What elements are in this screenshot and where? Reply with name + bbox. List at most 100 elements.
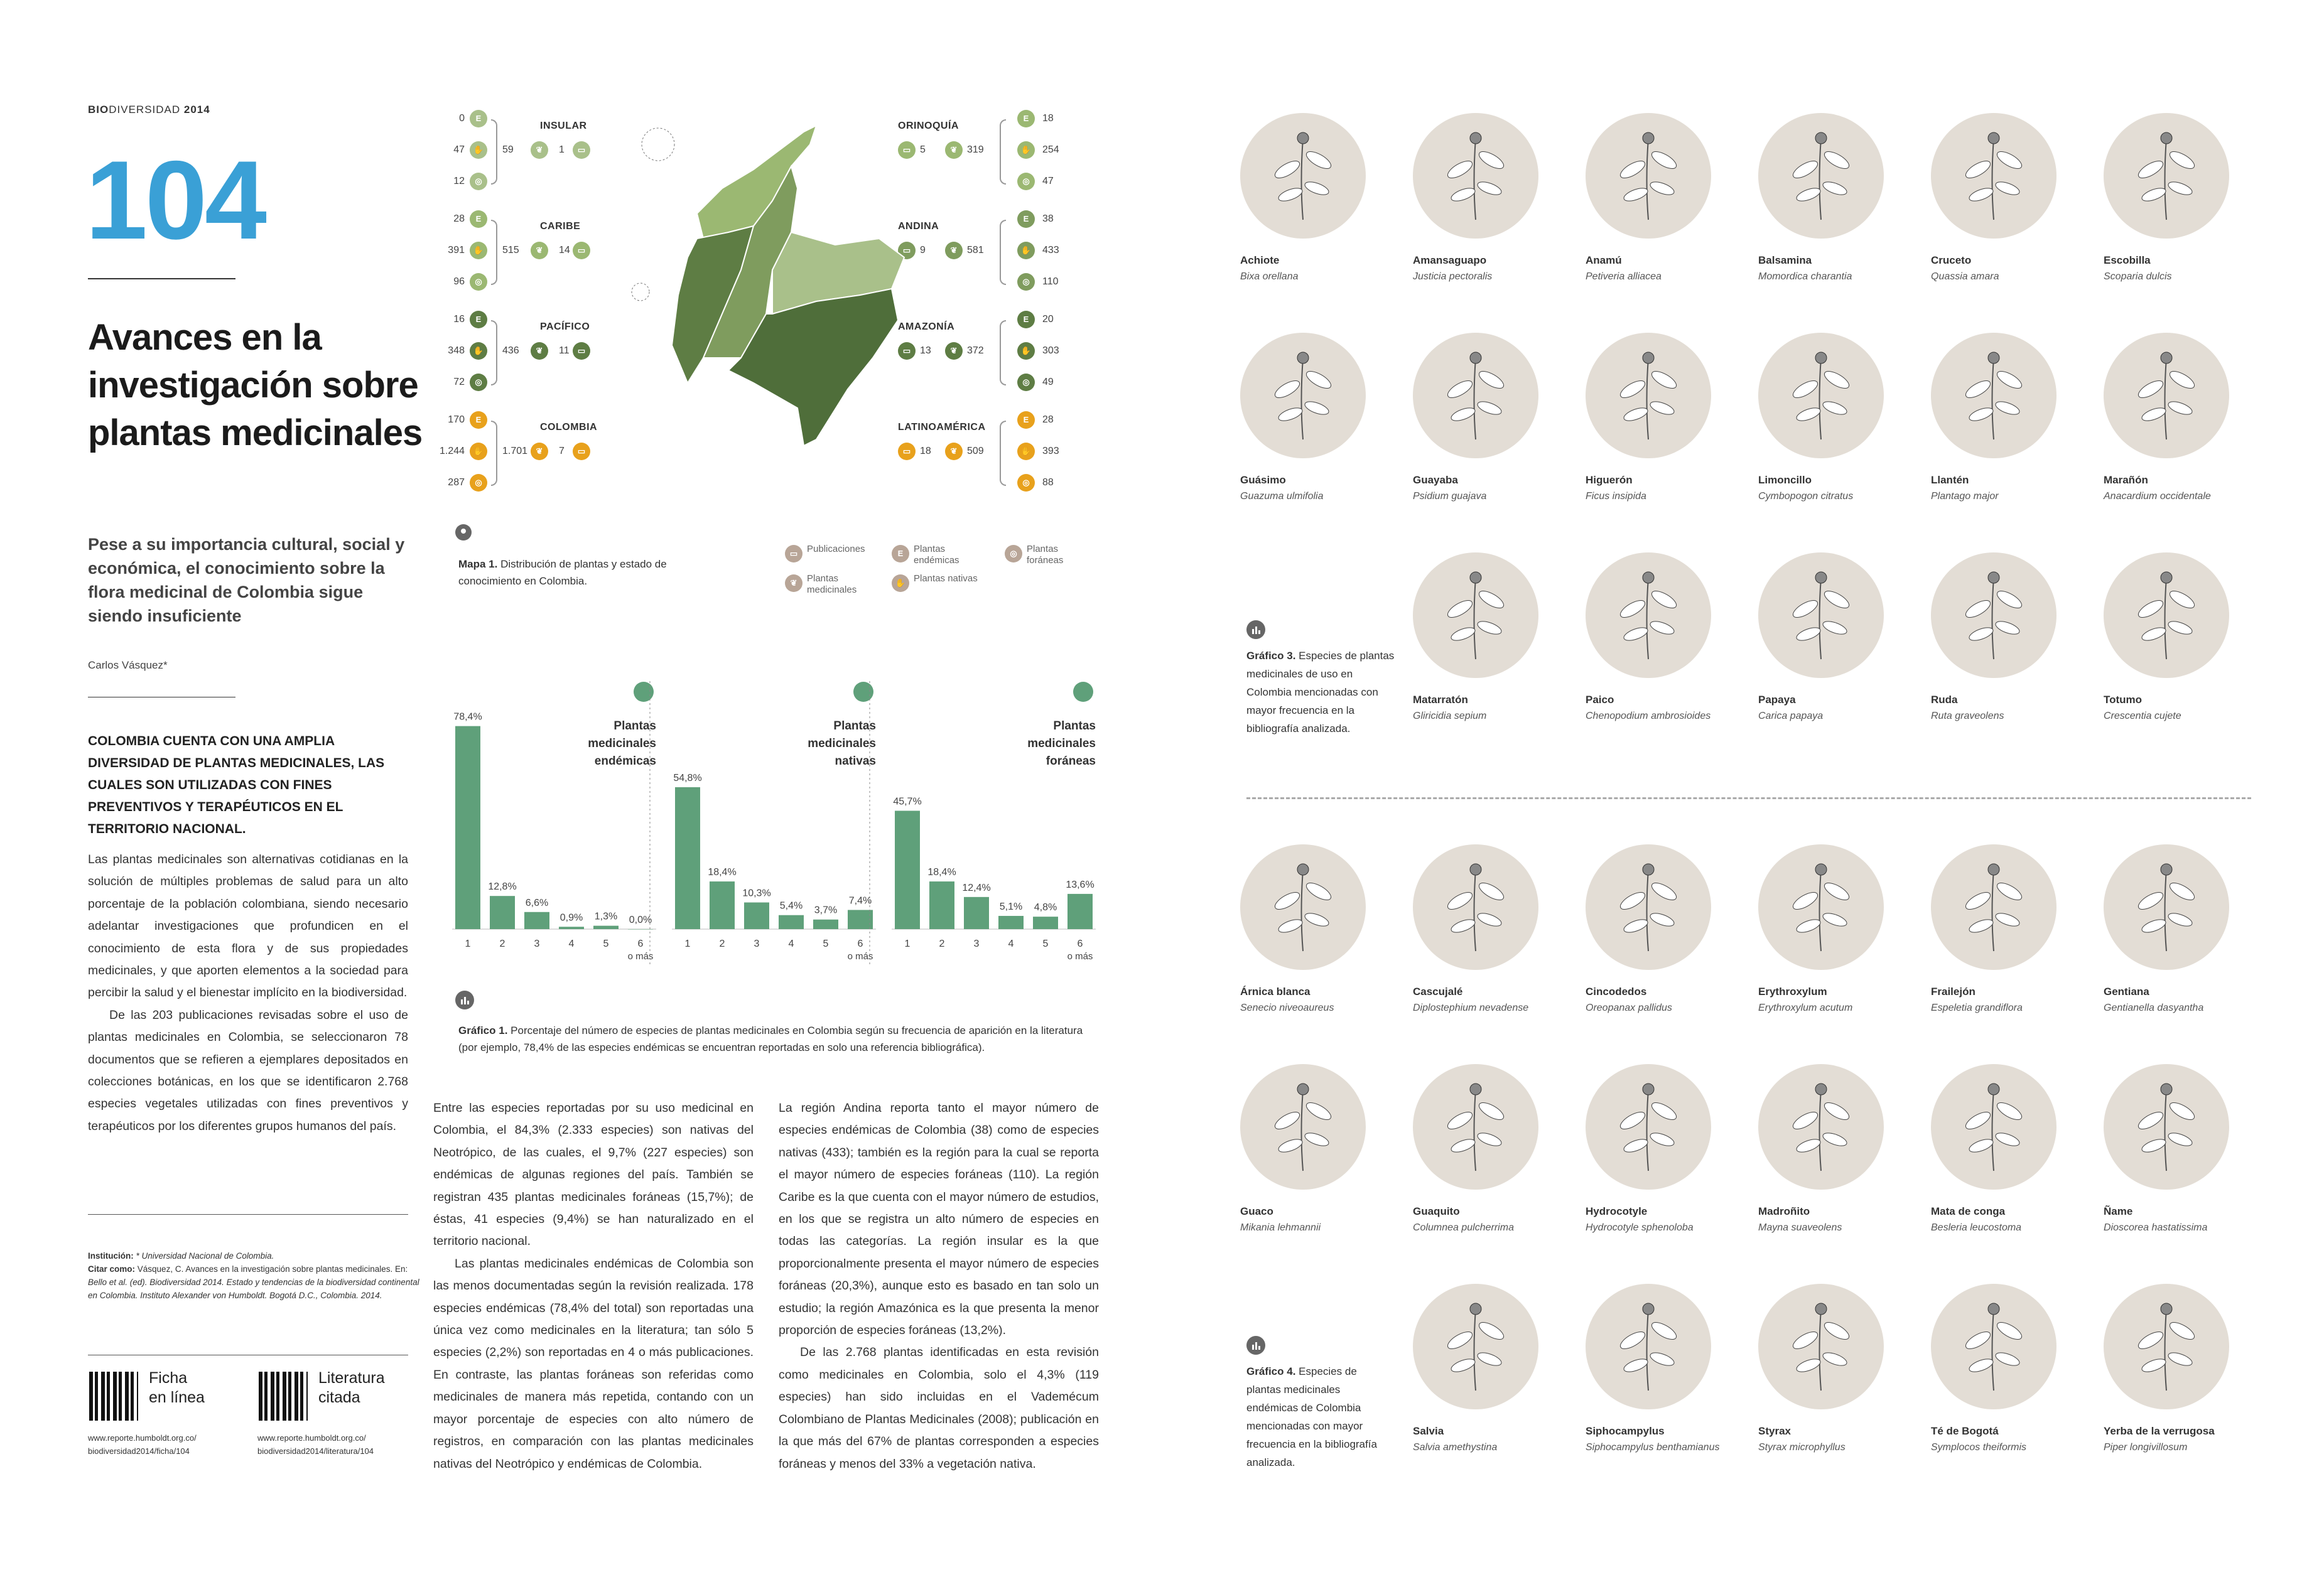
plant-scientific-name: Crescentia cujete <box>2104 711 2181 721</box>
plant-illustration <box>1931 552 2056 678</box>
paragraph: Las plantas medicinales endémicas de Col… <box>433 1256 754 1471</box>
plant-illustration <box>1586 552 1711 678</box>
plant-illustration <box>1240 113 1366 239</box>
qr-code-ficha[interactable] <box>89 1372 138 1421</box>
stat-publications: 14 <box>559 245 570 256</box>
plant-drawing <box>1792 1083 1850 1171</box>
stat-endemic: 16 <box>453 314 465 325</box>
map-caption: Mapa 1. Distribución de plantas y estado… <box>458 558 667 587</box>
plant-scientific-name: Symplocos theiformis <box>1931 1442 2027 1453</box>
tick-label: 4 <box>789 939 794 949</box>
stat-native: 391 <box>448 245 465 256</box>
body-column-2: Entre las especies reportadas por su uso… <box>433 1097 754 1475</box>
plant-illustration <box>2104 552 2229 678</box>
stat-medicinal: 515 <box>502 245 519 256</box>
book-icon: ▭ <box>898 342 916 360</box>
legend-label: Publicaciones <box>807 544 865 554</box>
bar <box>895 810 920 929</box>
plant-illustration <box>1240 1064 1366 1190</box>
plant-scientific-name: Espeletia grandiflora <box>1931 1003 2023 1013</box>
region-stats-latinoamérica: LATINOAMÉRICA ▭ 18 ❦ 509 E 28 ✋ 393 ◎ 88 <box>898 411 1105 502</box>
endemic-icon: E <box>1017 311 1035 328</box>
plant-illustration <box>1931 113 2056 239</box>
plant-name: Escobilla <box>2104 254 2151 266</box>
plant-drawing <box>1619 863 1677 952</box>
plant-scientific-name: Gliricidia sepium <box>1413 711 1487 721</box>
endemic-icon: E <box>1017 110 1035 127</box>
region-stats-andina: ANDINA ▭ 9 ❦ 581 E 38 ✋ 433 ◎ 110 <box>898 210 1105 301</box>
bar <box>848 910 873 929</box>
stat-native: 47 <box>453 144 465 155</box>
leaf-icon: ❦ <box>945 141 963 159</box>
stat-medicinal: 1.701 <box>502 446 528 456</box>
data-label: 18,4% <box>927 867 956 878</box>
plant-drawing <box>1792 352 1850 440</box>
leaf-icon: ❦ <box>945 242 963 259</box>
region-stats-pacífico: 16 E 348 ✋ 72 ◎ 436 ❦ 11 ▭ PACÍFICO <box>440 311 628 402</box>
book-icon: ▭ <box>898 141 916 159</box>
leaf-icon: ❦ <box>531 342 548 360</box>
region-name: AMAZONÍA <box>898 321 955 332</box>
stat-foreign: 12 <box>453 176 465 186</box>
qr-code-literatura[interactable] <box>259 1372 308 1421</box>
plant-drawing <box>2138 1303 2195 1391</box>
data-label: 0,0% <box>629 915 652 925</box>
chart-caption: Gráfico 1. Porcentaje del número de espe… <box>458 1025 1083 1053</box>
plant-illustration <box>1586 1064 1711 1190</box>
plant-name: Papaya <box>1758 694 1796 706</box>
brace <box>491 220 497 285</box>
plant-name: Madroñito <box>1758 1205 1810 1217</box>
book-icon: ▭ <box>573 242 590 259</box>
stat-medicinal: 59 <box>502 144 514 155</box>
region-name: ORINOQUÍA <box>898 121 959 131</box>
tick-label: 1 <box>465 939 471 949</box>
plant-scientific-name: Anacardium occidentale <box>2104 491 2211 502</box>
stat-medicinal: 436 <box>502 345 519 356</box>
dashed-divider <box>1246 797 2251 799</box>
chart-icon <box>1246 620 1265 639</box>
stat-foreign: 49 <box>1042 377 1054 387</box>
region-andina <box>702 164 799 358</box>
plant-drawing <box>1447 132 1505 220</box>
plant-scientific-name: Gentianella dasyantha <box>2104 1003 2204 1013</box>
bar <box>744 902 769 929</box>
plant-scientific-name: Momordica charantia <box>1758 271 1852 282</box>
stat-medicinal: 319 <box>967 144 984 155</box>
data-label: 1,3% <box>595 912 617 922</box>
bar <box>593 925 619 929</box>
bar <box>455 726 480 929</box>
stat-native: 348 <box>448 345 465 356</box>
plant-scientific-name: Bixa orellana <box>1240 271 1299 282</box>
legend-label: Plantas medicinales <box>807 573 857 595</box>
plant-illustration <box>1758 113 1884 239</box>
native-icon: ✋ <box>892 574 909 592</box>
tick-label: 2 <box>500 939 505 949</box>
data-label: 54,8% <box>673 773 701 783</box>
foreign-icon: ◎ <box>1017 173 1035 190</box>
plant-illustration <box>2104 1064 2229 1190</box>
plant-illustration <box>1413 1064 1538 1190</box>
plant-illustration <box>1758 1284 1884 1409</box>
brace <box>1000 421 1006 486</box>
plant-name: Hydrocotyle <box>1586 1205 1648 1217</box>
book-icon: ▭ <box>898 443 916 460</box>
data-label: 12,4% <box>962 883 990 893</box>
tick-label: 5 <box>603 939 609 949</box>
plant-drawing <box>1274 1083 1332 1171</box>
plant-name: Gentiana <box>2104 986 2149 998</box>
qr-url-ficha[interactable]: www.reporte.humboldt.org.co/biodiversida… <box>88 1433 197 1456</box>
foreign-icon: ◎ <box>1017 273 1035 291</box>
plant-scientific-name: Justicia pectoralis <box>1413 271 1493 282</box>
lead-paragraph: COLOMBIA CUENTA CON UNA AMPLIA DIVERSIDA… <box>88 734 385 836</box>
native-icon: ✋ <box>470 141 487 159</box>
data-label: 45,7% <box>893 796 921 807</box>
paragraph: La región Andina reporta tanto el mayor … <box>779 1101 1099 1338</box>
qr-url-literatura[interactable]: www.reporte.humboldt.org.co/biodiversida… <box>257 1433 374 1456</box>
plant-drawing <box>1792 132 1850 220</box>
plant-illustration <box>1413 1284 1538 1409</box>
region-stats-orinoquía: ORINOQUÍA ▭ 5 ❦ 319 E 18 ✋ 254 ◎ 47 <box>898 110 1105 201</box>
bar <box>710 881 735 929</box>
stat-endemic: 0 <box>459 113 465 124</box>
tick-suffix: o más <box>628 951 654 962</box>
plant-drawing <box>1965 352 2023 440</box>
